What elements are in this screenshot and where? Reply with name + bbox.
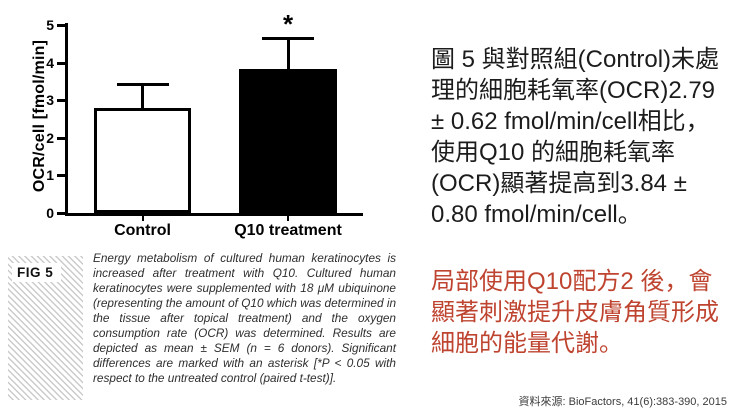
figure-label: FIG 5 bbox=[12, 263, 62, 282]
bar-group-control: Control bbox=[94, 25, 191, 239]
significance-asterisk: * bbox=[282, 8, 294, 39]
plot-area: Control * Q10 treatment bbox=[68, 11, 363, 239]
highlight-paragraph: 局部使用Q10配方2 後，會顯著刺激提升皮膚角質形成細胞的能量代謝。 bbox=[431, 268, 719, 357]
error-bar-line bbox=[141, 84, 144, 111]
y-tick-label: 5 bbox=[46, 17, 54, 33]
y-tick-mark bbox=[57, 136, 65, 140]
y-tick-mark bbox=[57, 174, 65, 178]
y-tick-mark bbox=[57, 61, 65, 65]
x-category-label: Q10 treatment bbox=[234, 222, 342, 239]
x-tick-mark bbox=[287, 216, 289, 221]
y-tick-label: 1 bbox=[46, 167, 54, 184]
y-tick-label: 3 bbox=[46, 92, 54, 109]
y-tick-label: 4 bbox=[46, 54, 54, 71]
x-tick-mark bbox=[141, 216, 144, 221]
y-tick-label: 2 bbox=[46, 129, 54, 146]
y-axis-line bbox=[65, 23, 68, 216]
y-tick-mark bbox=[57, 24, 65, 27]
bar bbox=[239, 68, 337, 213]
y-tick-label: 0 bbox=[46, 205, 54, 221]
bar-group-q10-treatment: * Q10 treatment bbox=[234, 11, 342, 239]
error-bar-cap bbox=[116, 82, 169, 86]
error-bar-line bbox=[286, 38, 290, 71]
bar bbox=[94, 108, 191, 213]
main-annotation-paragraph: 圖 5 與對照組(Control)未處理的細胞耗氧率(OCR)2.79 ± 0.… bbox=[431, 46, 720, 228]
figure-caption: Energy metabolism of cultured human kera… bbox=[93, 251, 396, 385]
x-category-label: Control bbox=[114, 222, 171, 239]
source-citation: 資料來源: BioFactors, 41(6):383-390, 2015 bbox=[518, 396, 727, 408]
y-tick-mark bbox=[57, 99, 65, 103]
error-bar-cap bbox=[262, 36, 314, 40]
fig-label-hatch-panel: FIG 5 bbox=[8, 256, 83, 400]
x-axis-line bbox=[65, 213, 363, 216]
y-tick-mark bbox=[57, 212, 65, 215]
